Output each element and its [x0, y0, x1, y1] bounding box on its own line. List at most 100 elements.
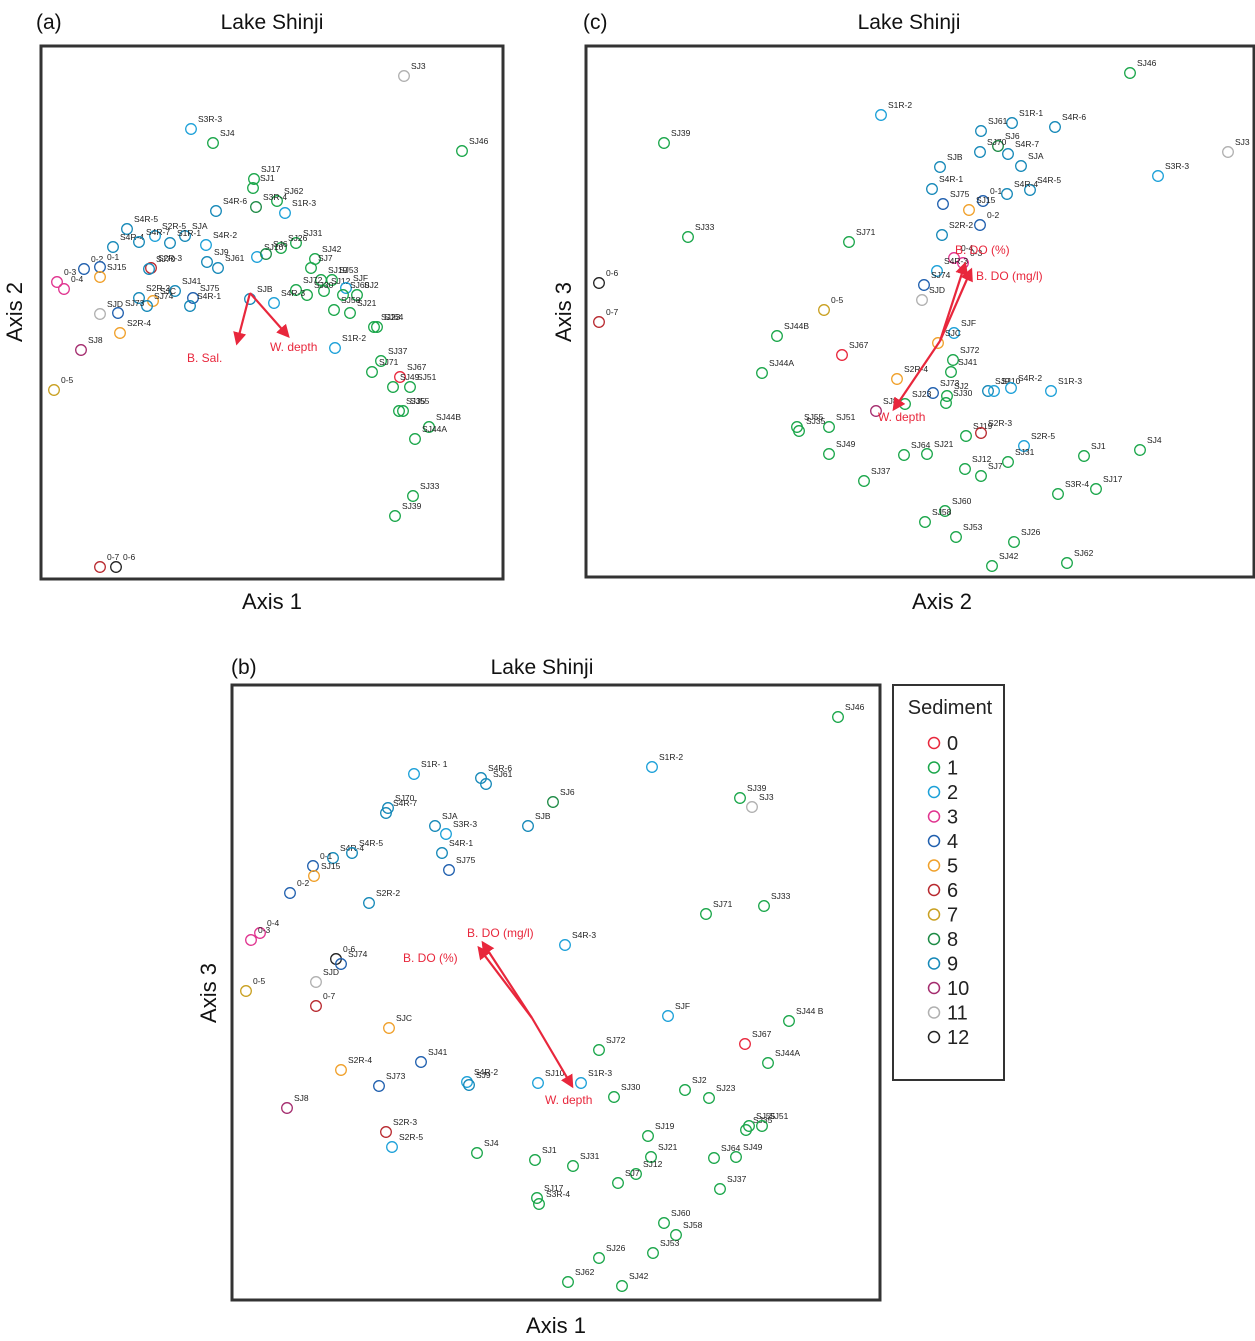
point-label: S4R-2	[1018, 373, 1042, 383]
data-point	[141, 300, 153, 312]
point-label: S3R-3	[198, 114, 222, 124]
point-label: SJ41	[958, 357, 978, 367]
point-label: SJ37	[388, 346, 408, 356]
data-point	[945, 366, 957, 378]
point-label: SJ42	[629, 1271, 649, 1281]
point-label: SJ44B	[784, 321, 809, 331]
point-label: S2R-4	[904, 364, 928, 374]
legend-label: 8	[947, 929, 958, 951]
data-point	[918, 279, 930, 291]
point-label: SJ30	[621, 1082, 641, 1092]
data-point	[344, 307, 356, 319]
point-label: S4R-5	[359, 838, 383, 848]
data-point	[335, 958, 347, 970]
panel-b-ordination-plot: (b) Lake Shinji SJ46 S1R-2 S1R- 1 S4R-6SJ61…	[196, 656, 882, 1338]
data-point	[268, 297, 280, 309]
point-label: SJ3	[759, 792, 774, 802]
data-point	[58, 283, 70, 295]
point-label: SJ46	[469, 136, 489, 146]
point-label: SJ12	[643, 1159, 663, 1169]
data-point	[783, 1015, 795, 1027]
data-point	[926, 183, 938, 195]
data-point	[1045, 385, 1057, 397]
point-label: SJ44A	[422, 424, 447, 434]
point-label: SJ15	[107, 262, 127, 272]
data-point	[463, 1079, 475, 1091]
vector-label: B. DO (mg/l)	[467, 926, 534, 940]
legend-frame	[892, 684, 1005, 1081]
point-label: S1R-2	[888, 100, 912, 110]
data-point	[371, 321, 383, 333]
legend-label: 11	[947, 1003, 968, 1025]
data-point	[480, 778, 492, 790]
data-point	[375, 355, 387, 367]
data-point	[739, 1038, 751, 1050]
data-point	[593, 1044, 605, 1056]
data-point	[1222, 146, 1234, 158]
data-point	[939, 505, 951, 517]
point-label: SJ1	[260, 173, 275, 183]
data-point	[94, 271, 106, 283]
point-label: SJB	[947, 152, 963, 162]
point-label: SJ75	[950, 189, 970, 199]
legend-marker	[927, 785, 941, 799]
point-label: S2R-5	[1031, 431, 1055, 441]
point-label: SJ4	[220, 128, 235, 138]
point-label: SJ30	[953, 388, 973, 398]
point-label: SJ19	[655, 1121, 675, 1131]
data-point	[1052, 488, 1064, 500]
point-label: SJC	[945, 328, 961, 338]
point-label: SJ35	[753, 1115, 773, 1125]
panel-c-ylabel: Axis 3	[551, 282, 576, 342]
data-point	[386, 1141, 398, 1153]
panel-a-vectors: B. Sal. W. depth	[187, 292, 317, 365]
point-label: SJ8	[883, 396, 898, 406]
point-label: SJ61	[493, 769, 513, 779]
point-label: SJ26	[1021, 527, 1041, 537]
point-label: 0-5	[61, 375, 74, 385]
panel-a-xlabel: Axis 1	[242, 589, 302, 614]
point-label: SJ73	[125, 298, 145, 308]
panel-a-ylabel: Axis 2	[2, 282, 27, 342]
data-point	[937, 198, 949, 210]
data-point	[51, 276, 63, 288]
point-label: SJ42	[322, 244, 342, 254]
data-point	[746, 801, 758, 813]
data-point	[133, 236, 145, 248]
data-point	[94, 308, 106, 320]
point-label: SJA	[442, 811, 458, 821]
point-label: SJ15	[321, 861, 341, 871]
panel-a-title: Lake Shinji	[221, 11, 324, 34]
data-point	[756, 367, 768, 379]
data-point	[408, 768, 420, 780]
data-point	[212, 262, 224, 274]
point-label: SJ30	[314, 280, 334, 290]
data-point	[947, 354, 959, 366]
data-point	[870, 405, 882, 417]
point-label: S4R-5	[1037, 175, 1061, 185]
panel-b-title: Lake Shinji	[491, 656, 594, 679]
point-label: SJ72	[303, 275, 323, 285]
data-point	[407, 490, 419, 502]
point-label: SJ39	[671, 128, 691, 138]
point-label: SJ33	[420, 481, 440, 491]
point-label: SJ31	[1015, 447, 1035, 457]
point-label: SJ62	[1074, 548, 1094, 558]
point-label: SJ2	[692, 1075, 707, 1085]
point-label: S4R-7	[393, 798, 417, 808]
point-label: 0-2	[91, 254, 104, 264]
point-label: SJA	[192, 221, 208, 231]
data-point	[310, 976, 322, 988]
data-point	[1002, 456, 1014, 468]
point-label: SJ9	[214, 247, 229, 257]
point-label: S3R-3	[453, 819, 477, 829]
vector-label: B. DO (%)	[403, 951, 458, 965]
point-label: SJ31	[303, 228, 323, 238]
point-label: SJ21	[934, 439, 954, 449]
data-point	[179, 230, 191, 242]
point-label: SJ71	[856, 227, 876, 237]
data-point	[340, 282, 352, 294]
